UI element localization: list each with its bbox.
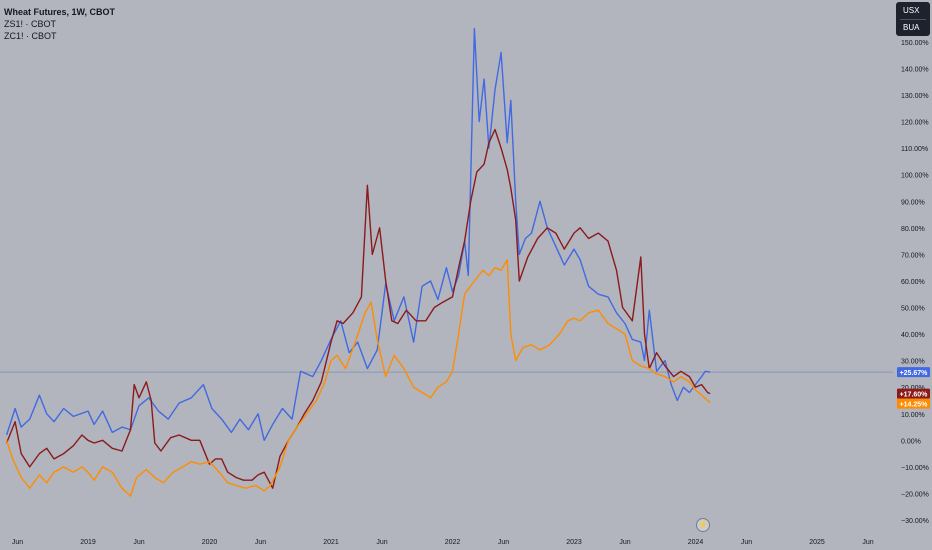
last-value-label-2: +14.25% [897,398,930,409]
x-tick-label: Jun [741,539,752,546]
y-tick-label: −10.00% [901,465,929,472]
x-tick-label: 2021 [323,539,339,546]
currency-unit-selector[interactable]: USX BUA [896,2,930,36]
svg-text:+14.25%: +14.25% [900,402,929,409]
legend-compare-soybeans[interactable]: ZS1! · CBOT [4,19,57,29]
y-tick-label: −30.00% [901,518,929,525]
y-axis[interactable]: −30.00%−20.00%−10.00%0.00%10.00%20.00%30… [901,40,929,525]
x-tick-label: 2025 [809,539,825,546]
currency-label: USX [903,6,920,15]
svg-text:+25.67%: +25.67% [900,370,929,377]
lightning-icon[interactable]: ⚡ [696,518,710,532]
series-line-2 [5,259,711,497]
y-tick-label: 60.00% [901,279,925,286]
series-line-1 [5,128,711,489]
y-tick-label: 150.00% [901,40,929,47]
x-tick-label: 2020 [202,539,218,546]
y-tick-label: 110.00% [901,146,928,153]
y-tick-label: 10.00% [901,412,925,419]
last-value-label-1: +17.60% [897,388,930,399]
series-layer [5,27,711,497]
currency-divider [900,19,926,20]
x-tick-label: Jun [498,539,509,546]
x-tick-label: Jun [12,539,23,546]
x-tick-label: Jun [376,539,387,546]
y-tick-label: 50.00% [901,306,925,313]
y-tick-label: 30.00% [901,359,925,366]
x-axis[interactable]: Jun 2019 Jun 2020 Jun 2021 Jun 2022 Jun 2023 Jun 20… [12,539,874,546]
x-tick-label: 2023 [566,539,582,546]
x-tick-label: Jun [133,539,144,546]
y-tick-label: 100.00% [901,173,929,180]
y-tick-label: 140.00% [901,66,929,73]
unit-label: BUA [903,23,920,32]
last-value-labels: +25.67% +17.60% +14.25% [897,367,930,409]
y-tick-label: 0.00% [901,438,921,445]
y-tick-label: 70.00% [901,252,925,259]
legend-main-symbol[interactable]: Wheat Futures, 1W, CBOT [4,7,116,17]
y-tick-label: −20.00% [901,491,929,498]
x-tick-label: 2019 [80,539,96,546]
x-tick-label: 2024 [688,539,704,546]
last-value-label-0: +25.67% [897,367,930,378]
y-tick-label: 40.00% [901,332,925,339]
x-tick-label: Jun [255,539,266,546]
svg-text:+17.60%: +17.60% [900,392,929,399]
x-tick-label: Jun [619,539,630,546]
series-line-0 [5,27,711,441]
y-tick-label: 130.00% [901,93,929,100]
x-tick-label: 2022 [445,539,461,546]
x-tick-label: Jun [862,539,873,546]
y-tick-label: 80.00% [901,226,925,233]
chart-legend: Wheat Futures, 1W, CBOT ZS1! · CBOT ZC1!… [4,6,115,42]
legend-compare-corn[interactable]: ZC1! · CBOT [4,31,57,41]
y-tick-label: 90.00% [901,199,925,206]
y-tick-label: 120.00% [901,120,929,127]
